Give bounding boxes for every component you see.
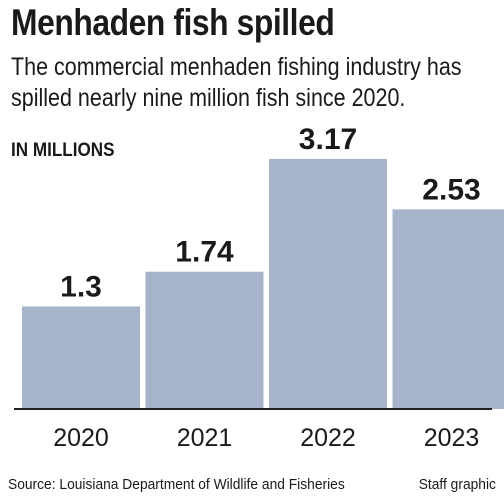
data-label-2023: 2.53 [422,173,480,206]
data-label-2020: 1.3 [60,270,102,303]
x-tick-2022: 2022 [300,424,356,452]
source-note: Source: Louisiana Department of Wildlife… [8,476,345,493]
chart-title: Menhaden fish spilled [11,2,335,43]
chart-subtitle: The commercial menhaden fishing industry… [11,53,462,112]
x-tick-2023: 2023 [424,424,480,452]
bar-2022 [269,158,387,409]
bar-2023 [392,209,504,409]
data-label-2022: 3.17 [299,123,357,156]
staff-credit: Staff graphic [418,476,496,493]
data-label-2021: 1.74 [175,236,234,269]
bar-2021 [145,271,264,409]
unit-label: IN MILLIONS [11,140,115,161]
bar-chart: 1.3 2020 1.74 2021 3.17 2022 2.53 2023 [14,123,504,452]
x-tick-2021: 2021 [177,424,233,452]
bar-2020 [22,306,140,409]
x-tick-2020: 2020 [53,424,109,452]
